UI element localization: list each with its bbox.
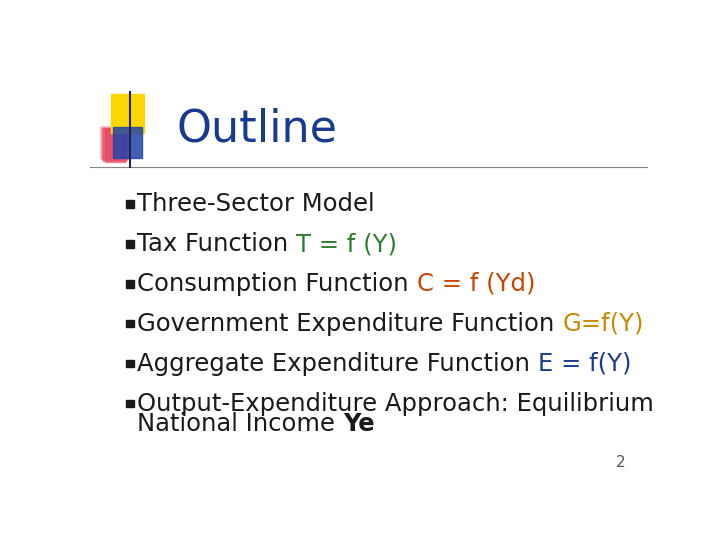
Text: Three-Sector Model: Three-Sector Model	[138, 192, 375, 216]
Text: E = f(Y): E = f(Y)	[538, 352, 631, 376]
Text: Tax Function: Tax Function	[138, 232, 297, 256]
Text: Aggregate Expenditure Function: Aggregate Expenditure Function	[138, 352, 538, 376]
Bar	[126, 400, 133, 407]
Text: T = f (Y): T = f (Y)	[297, 232, 397, 256]
Text: 2: 2	[616, 455, 626, 470]
Bar	[126, 200, 133, 208]
Bar	[101, 127, 128, 159]
Bar	[111, 94, 143, 133]
Bar	[102, 127, 127, 160]
Text: Outline: Outline	[176, 108, 338, 151]
Text: Output-Expenditure Approach: Equilibrium: Output-Expenditure Approach: Equilibrium	[138, 392, 654, 416]
Bar	[100, 126, 129, 158]
Text: G=f(Y): G=f(Y)	[562, 312, 644, 336]
Text: Government Expenditure Function: Government Expenditure Function	[138, 312, 562, 336]
Bar	[126, 360, 133, 367]
Text: Consumption Function: Consumption Function	[138, 272, 417, 296]
Text: C = f (Yd): C = f (Yd)	[417, 272, 535, 296]
Bar	[126, 240, 133, 248]
Text: National Income: National Income	[138, 413, 343, 436]
Text: Ye: Ye	[343, 413, 374, 436]
Bar	[114, 127, 143, 158]
Bar	[126, 320, 133, 327]
Bar	[104, 129, 125, 161]
Bar	[126, 280, 133, 288]
Bar	[104, 129, 126, 161]
